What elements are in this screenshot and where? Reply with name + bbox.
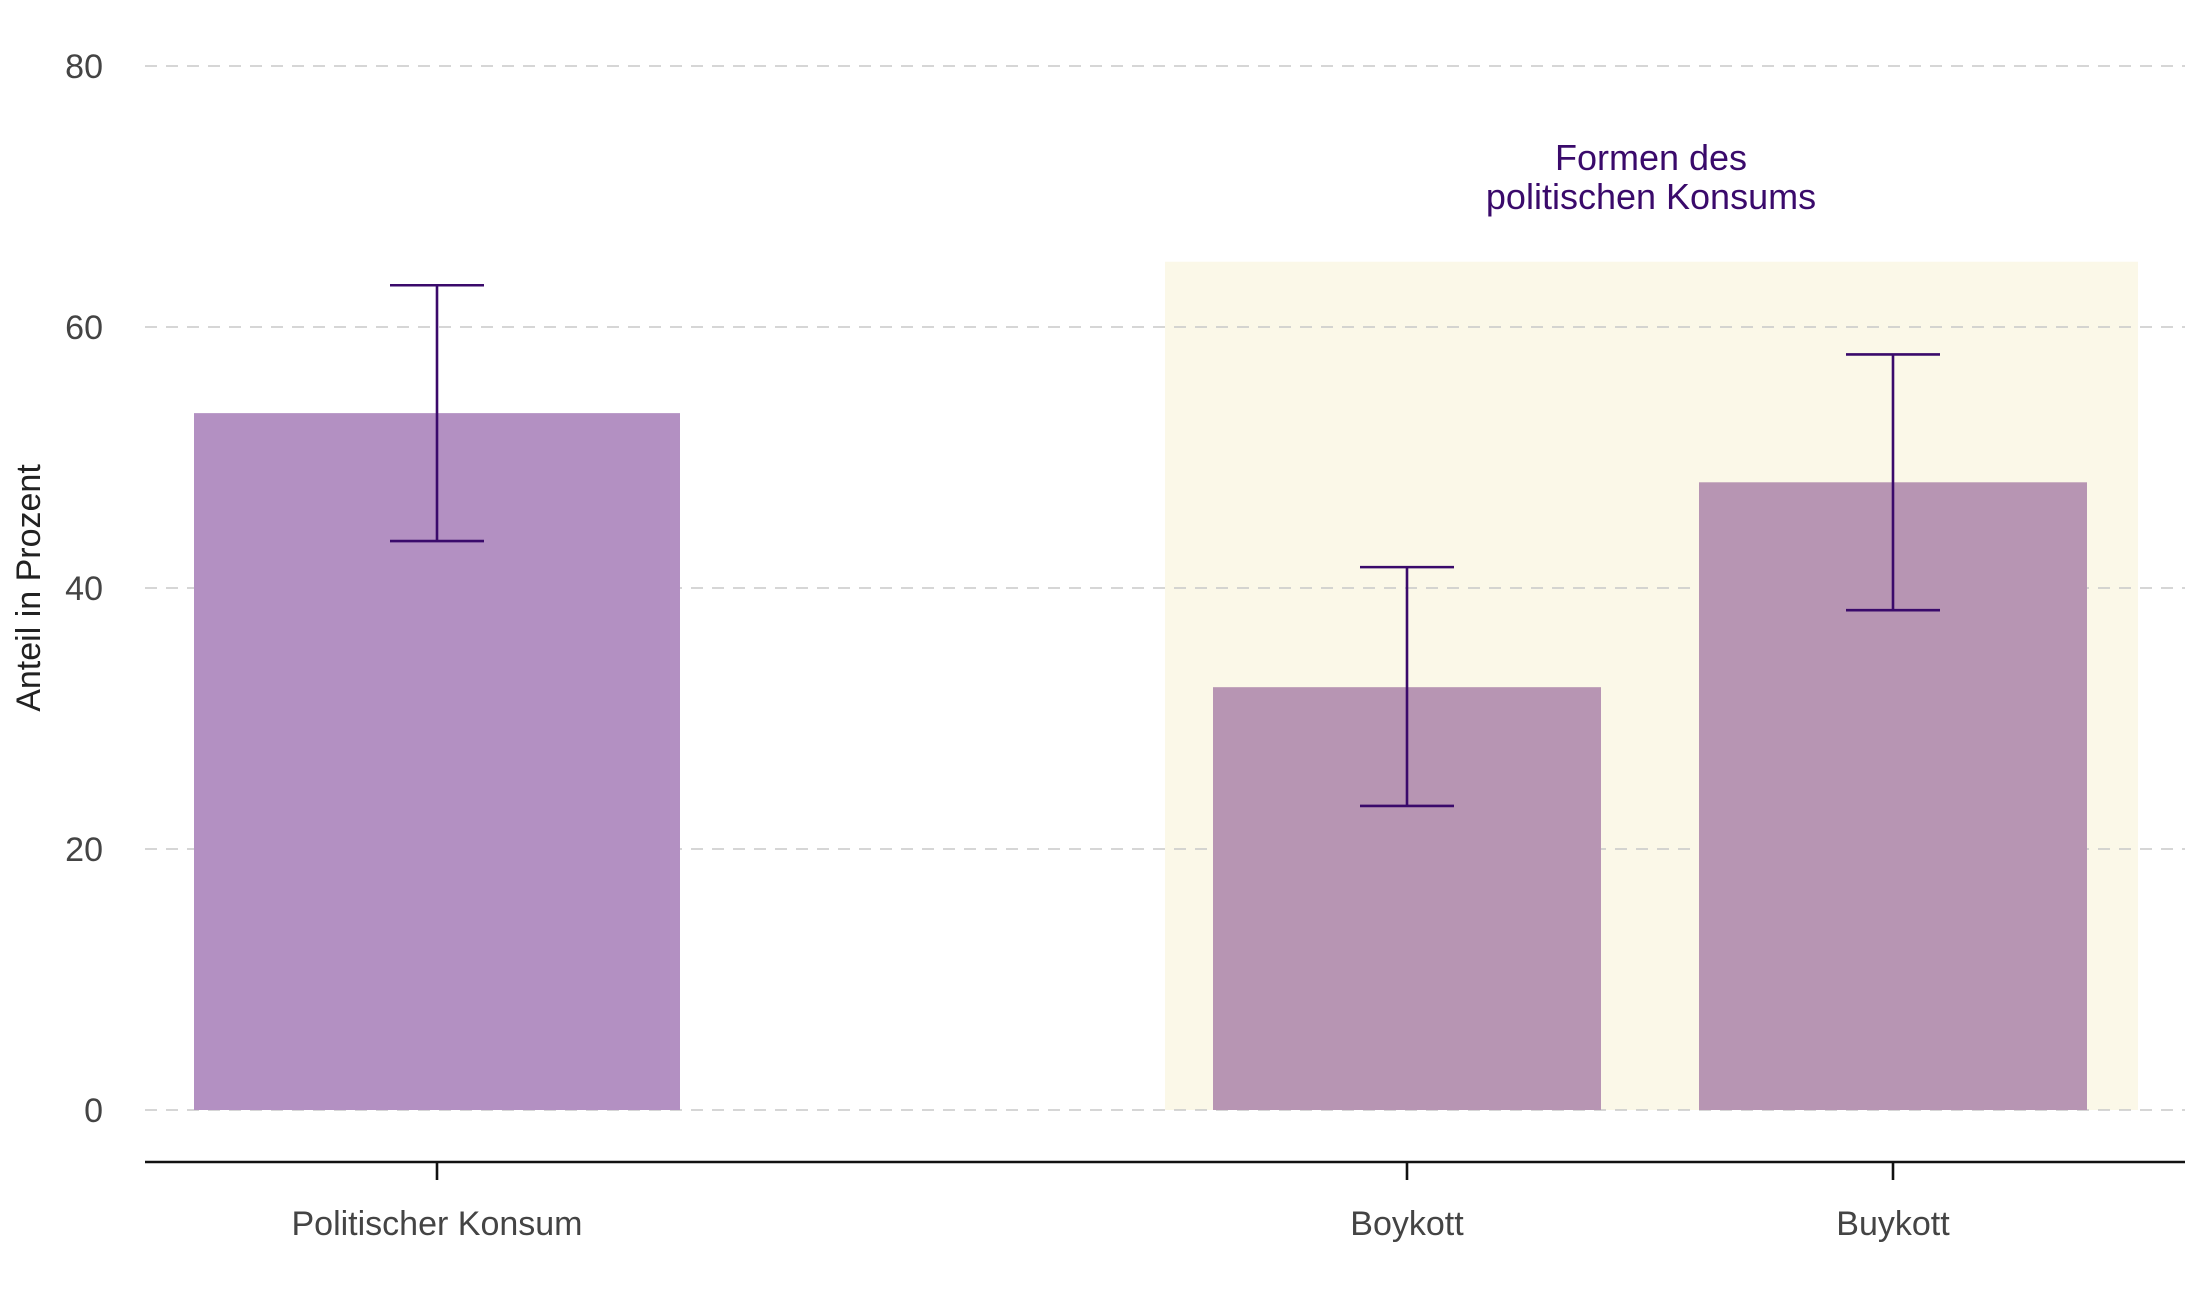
y-tick-label: 60: [65, 309, 103, 347]
x-tick-label: Buykott: [1836, 1205, 1950, 1243]
group-annotation-line: Formen des: [1555, 137, 1747, 178]
y-tick-label: 40: [65, 570, 103, 608]
group-annotation-line: politischen Konsums: [1486, 176, 1816, 217]
y-tick-label: 80: [65, 48, 103, 86]
x-tick-label: Politischer Konsum: [291, 1205, 582, 1243]
y-axis-title: Anteil in Prozent: [10, 464, 48, 712]
y-tick-label: 20: [65, 831, 103, 869]
y-tick-label: 0: [84, 1092, 103, 1130]
group-annotation-label: Formen des politischen Konsums: [1486, 137, 1816, 217]
x-tick-label: Boykott: [1350, 1205, 1464, 1243]
